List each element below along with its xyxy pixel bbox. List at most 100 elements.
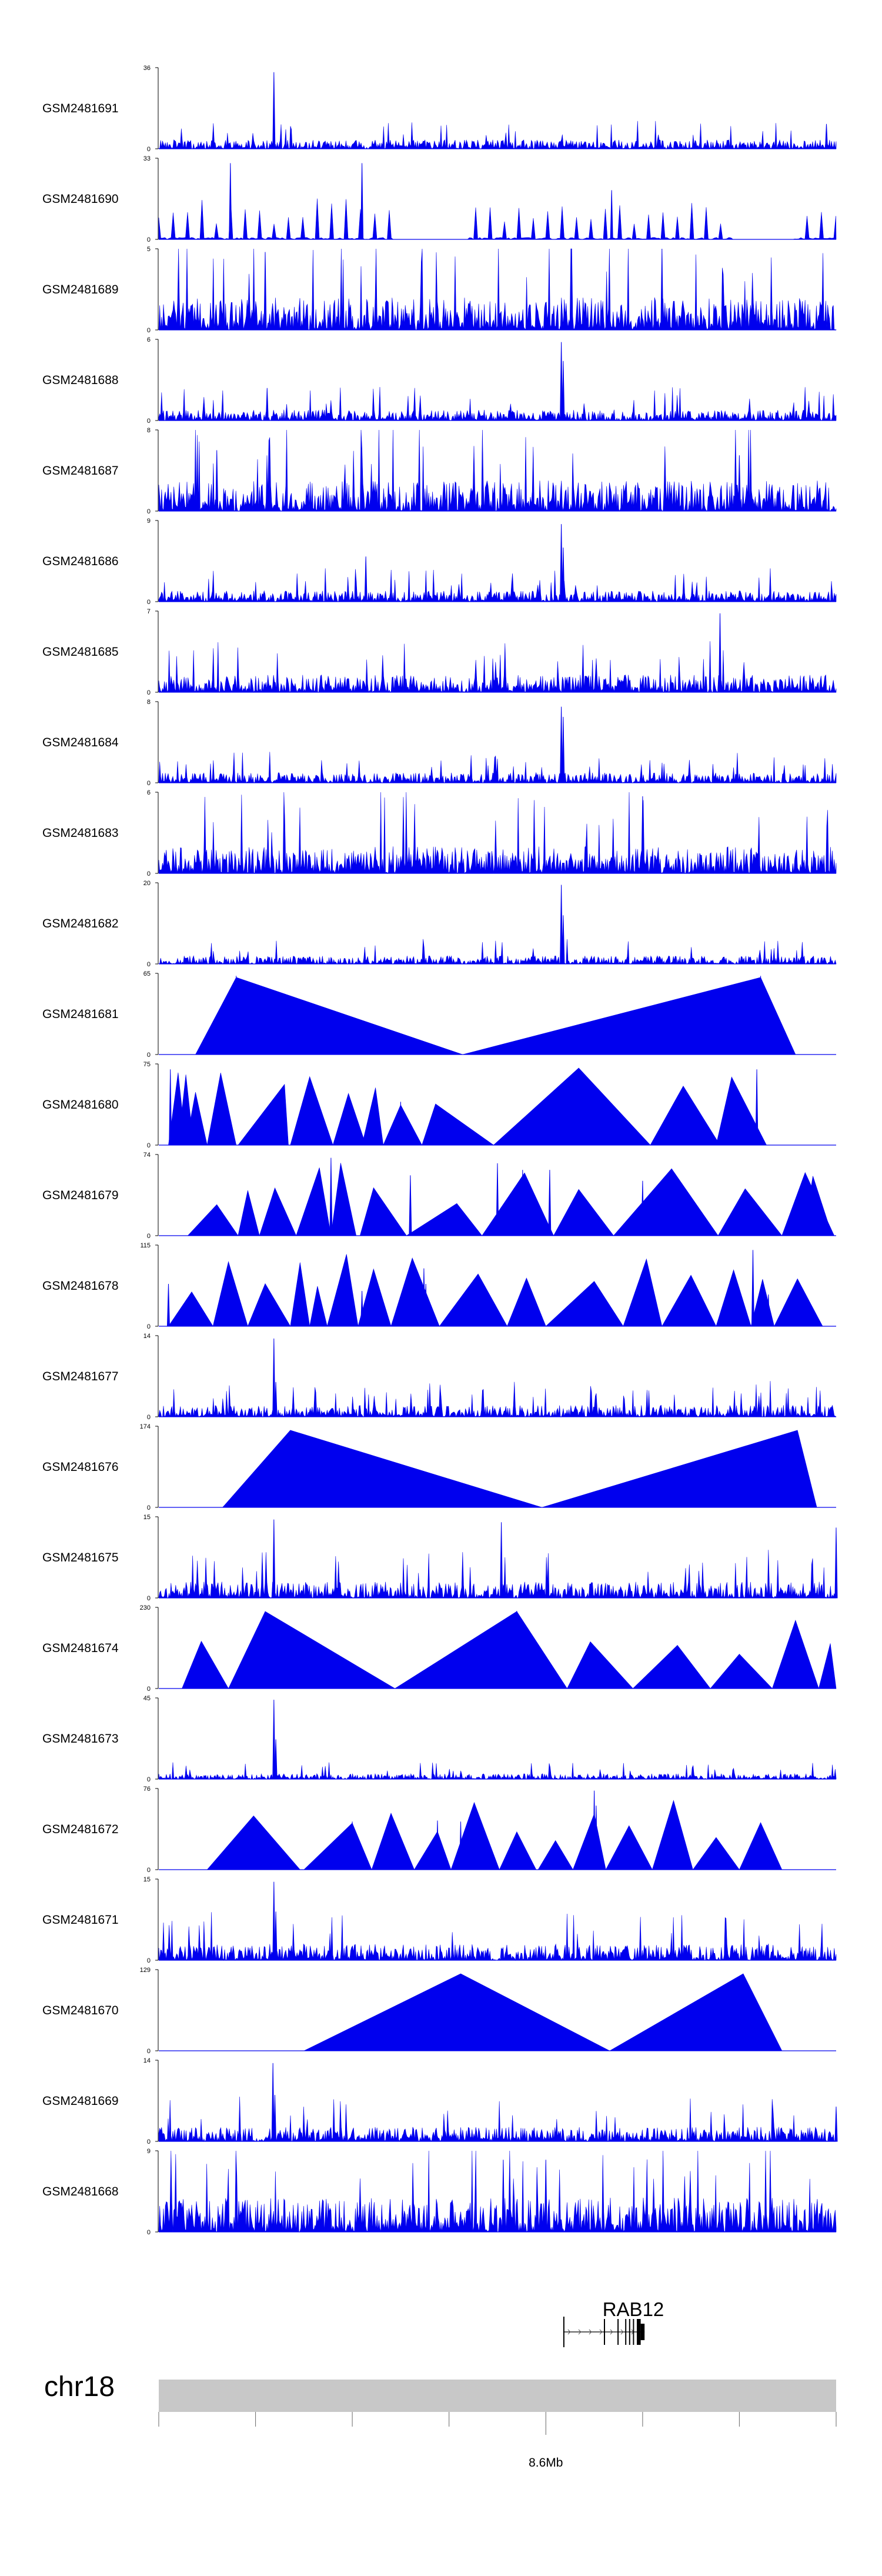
signal-triangle [716,1076,767,1146]
track-label: GSM2481674 [42,1641,119,1655]
track-label: GSM2481678 [42,1279,119,1293]
signal-peak [166,1283,170,1327]
track-GSM2481678: GSM2481678 115 0 [42,1242,836,1330]
y-tick-label-max: 230 [140,1604,151,1611]
signal-peak [755,1069,759,1146]
track-GSM2481690: GSM2481690 33 0 [42,155,837,243]
y-tick-label-max: 75 [143,1061,151,1068]
chromosome-bar [159,2380,836,2412]
track-label: GSM2481691 [42,102,119,115]
signal-peak [502,2160,505,2233]
track-label: GSM2481686 [42,555,119,568]
track-label: GSM2481681 [42,1007,119,1021]
track-label: GSM2481676 [42,1460,119,1474]
signal-triangle [371,1813,415,1870]
track-label: GSM2481685 [42,645,119,659]
y-tick-label-max: 14 [143,1333,151,1340]
y-tick-label-zero: 0 [147,1867,151,1874]
signal-triangle [716,1269,751,1327]
signal-area [158,2096,837,2143]
track-GSM2481681: GSM2481681 65 0 [42,970,836,1059]
signal-triangle [222,1430,542,1508]
y-tick-label-zero: 0 [147,1595,151,1602]
signal-peak [360,163,364,240]
signal-peak [272,1519,276,1599]
signal-peak [544,2160,547,2233]
y-tick-label-zero: 0 [147,1686,151,1693]
signal-peak [215,450,219,512]
gene-exon [637,2319,641,2345]
track-label: GSM2481687 [42,464,119,478]
track-label: GSM2481682 [42,917,119,930]
track-GSM2481673: GSM2481673 45 0 [42,1695,837,1783]
signal-peak [329,1157,333,1236]
signal-area [158,641,837,693]
signal-peak [360,1290,364,1327]
signal-area [158,939,837,965]
y-tick-label-zero: 0 [147,1323,151,1330]
signal-triangle [652,1800,693,1870]
signal-peak [496,1163,499,1236]
track-label: GSM2481679 [42,1189,119,1202]
track-GSM2481691: GSM2481691 36 0 [42,65,837,153]
signal-triangle [206,1816,300,1870]
signal-peak [562,547,565,602]
y-tick-label-max: 15 [143,1514,151,1521]
signal-triangle [771,1619,819,1689]
y-tick-label-zero: 0 [147,780,151,787]
signal-triangle [187,1204,239,1236]
y-tick-label-max: 9 [147,2148,151,2155]
signal-triangle [168,1292,213,1327]
track-GSM2481689: GSM2481689 5 0 [42,246,837,334]
y-tick-label-zero: 0 [147,2229,151,2236]
track-label: GSM2481688 [42,373,119,387]
y-tick-label-max: 7 [147,608,151,615]
signal-triangle [330,1163,357,1236]
signal-triangle [609,1973,783,2051]
y-tick-label-max: 45 [143,1695,151,1702]
y-tick-label-max: 65 [143,970,151,977]
track-GSM2481672: GSM2481672 76 0 [42,1786,836,1874]
track-GSM2481686: GSM2481686 9 0 [42,518,837,606]
signal-triangle [422,1103,495,1146]
signal-peak [274,1739,278,1780]
signal-area [158,248,837,331]
signal-area [158,198,837,240]
track-label: GSM2481675 [42,1551,119,1564]
signal-triangle [507,1277,546,1327]
track-GSM2481668: GSM2481668 9 0 [42,2148,837,2236]
signal-triangle [309,1286,328,1327]
strand-arrow [578,2329,582,2335]
signal-triangle [613,1168,719,1236]
signal-area [158,1550,837,1599]
signal-triangle [228,1611,396,1689]
y-tick-label-zero: 0 [147,599,151,606]
track-label: GSM2481684 [42,736,119,749]
signal-peak [229,163,232,240]
signal-area [158,429,837,512]
signal-area [158,752,837,784]
signal-peak [719,613,722,693]
signal-triangle [303,1823,372,1870]
gene-exon [617,2319,619,2345]
signal-peak [562,915,565,965]
signal-peak [610,190,613,240]
y-tick-label-max: 14 [143,2057,151,2064]
y-tick-label-zero: 0 [147,418,151,425]
track-label: GSM2481673 [42,1732,119,1746]
signal-peak [641,1180,644,1236]
signal-peak [459,1821,462,1870]
signal-triangle [212,1261,248,1327]
y-tick-label-max: 6 [147,336,151,343]
signal-triangle [238,1083,289,1146]
strand-arrow [589,2329,592,2335]
y-tick-label-max: 5 [147,246,151,253]
track-label: GSM2481690 [42,192,119,206]
signal-peak [272,1338,276,1417]
y-tick-label-max: 15 [143,1876,151,1883]
strand-arrow [610,2329,613,2335]
signal-peak [436,1820,439,1870]
signal-area [158,568,837,602]
track-GSM2481675: GSM2481675 15 0 [42,1514,838,1602]
signal-triangle [632,1645,711,1689]
